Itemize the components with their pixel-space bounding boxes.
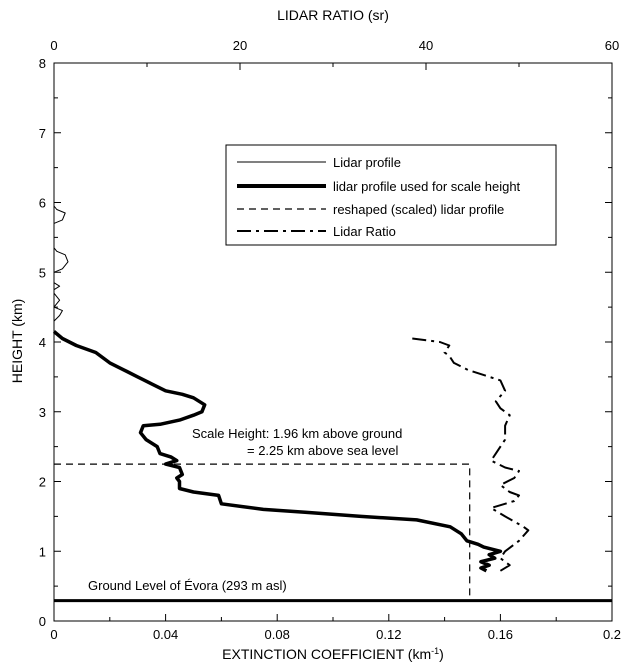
ground-level-annotation: Ground Level of Évora (293 m asl) (88, 578, 287, 593)
series-layer (52, 202, 612, 603)
y-tick-label: 3 (39, 405, 46, 420)
series-lidar-ratio (411, 337, 530, 572)
y-tick-label: 7 (39, 126, 46, 141)
x-axis-title-end: ) (439, 646, 444, 662)
scale-height-annotation-line2: = 2.25 km above sea level (247, 443, 399, 458)
x-axis-title-sup: -1 (431, 646, 439, 656)
series-lidar-profile (53, 202, 69, 332)
legend-label-lidar-profile: Lidar profile (333, 155, 401, 170)
plot-frame (53, 62, 613, 622)
legend-label-reshaped-profile: reshaped (scaled) lidar profile (333, 202, 504, 217)
y-tick-label: 4 (39, 335, 46, 350)
legend: Lidar profile lidar profile used for sca… (225, 144, 557, 246)
y-tick-label: 0 (39, 614, 46, 629)
y-tick-label: 6 (39, 196, 46, 211)
y-axis-title: HEIGHT (km) (9, 299, 25, 384)
series-reshaped-scaled-lidar-profile (54, 463, 471, 601)
x-tick-label: 0.08 (265, 627, 290, 642)
x-tick-label: 0.16 (488, 627, 513, 642)
legend-label-scale-height-profile: lidar profile used for scale height (333, 179, 521, 194)
scale-height-annotation-line1: Scale Height: 1.96 km above ground (192, 426, 402, 441)
x2-tick-label: 40 (419, 38, 433, 53)
x2-tick-label: 0 (50, 38, 57, 53)
legend-label-lidar-ratio: Lidar Ratio (333, 224, 396, 239)
y-tick-label: 2 (39, 475, 46, 490)
x-axis-title: EXTINCTION COEFFICIENT (km-1) (222, 646, 444, 662)
x2-tick-label: 20 (233, 38, 247, 53)
series-lidar-profile-used-for-scale-height (52, 330, 503, 573)
x2-tick-label: 60 (605, 38, 619, 53)
x-tick-label: 0.12 (376, 627, 401, 642)
x-axis-title-main: EXTINCTION COEFFICIENT (km (222, 646, 431, 662)
top-axis-title: LIDAR RATIO (sr) (277, 7, 389, 23)
y-tick-label: 1 (39, 544, 46, 559)
y-tick-label: 5 (39, 265, 46, 280)
y-tick-label: 8 (39, 56, 46, 71)
x-tick-label: 0.2 (603, 627, 621, 642)
x-tick-label: 0 (50, 627, 57, 642)
x-tick-label: 0.04 (153, 627, 178, 642)
